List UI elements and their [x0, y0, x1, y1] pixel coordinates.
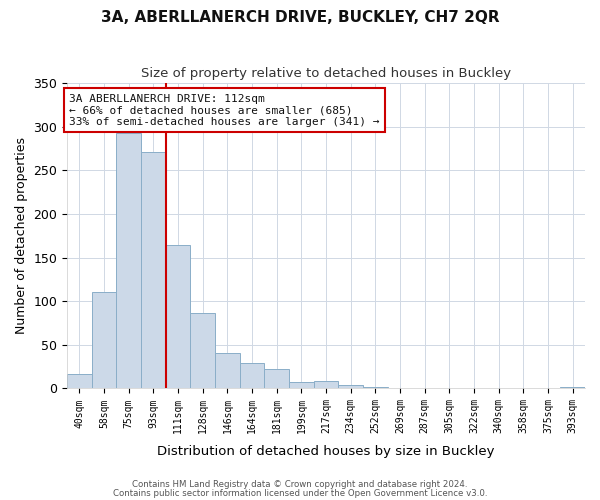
- Bar: [314, 382, 338, 388]
- Bar: [116, 133, 141, 388]
- Text: 3A, ABERLLANERCH DRIVE, BUCKLEY, CH7 2QR: 3A, ABERLLANERCH DRIVE, BUCKLEY, CH7 2QR: [101, 10, 499, 25]
- Bar: [289, 382, 314, 388]
- Text: Contains HM Land Registry data © Crown copyright and database right 2024.: Contains HM Land Registry data © Crown c…: [132, 480, 468, 489]
- Text: 3A ABERLLANERCH DRIVE: 112sqm
← 66% of detached houses are smaller (685)
33% of : 3A ABERLLANERCH DRIVE: 112sqm ← 66% of d…: [69, 94, 380, 126]
- Bar: [338, 385, 363, 388]
- Y-axis label: Number of detached properties: Number of detached properties: [15, 137, 28, 334]
- Bar: [265, 369, 289, 388]
- Bar: [166, 246, 190, 388]
- Bar: [141, 152, 166, 388]
- Title: Size of property relative to detached houses in Buckley: Size of property relative to detached ho…: [141, 68, 511, 80]
- Bar: [92, 292, 116, 388]
- Bar: [67, 374, 92, 388]
- X-axis label: Distribution of detached houses by size in Buckley: Distribution of detached houses by size …: [157, 444, 495, 458]
- Bar: [560, 386, 585, 388]
- Bar: [363, 386, 388, 388]
- Bar: [240, 363, 265, 388]
- Bar: [190, 312, 215, 388]
- Bar: [215, 352, 240, 388]
- Text: Contains public sector information licensed under the Open Government Licence v3: Contains public sector information licen…: [113, 488, 487, 498]
